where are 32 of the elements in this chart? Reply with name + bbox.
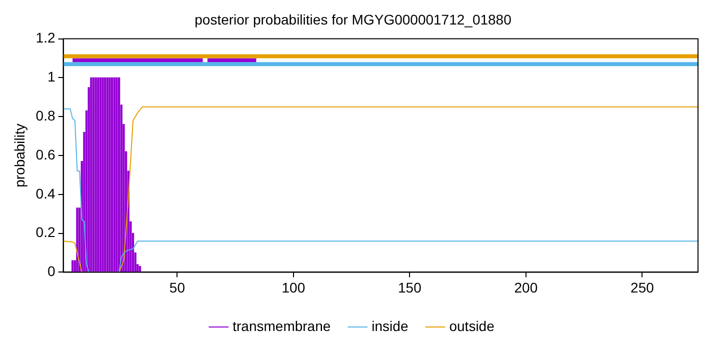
x-tick-label: 150 bbox=[398, 279, 422, 296]
bar bbox=[97, 77, 100, 272]
x-tick-label: 100 bbox=[282, 279, 306, 296]
bar bbox=[108, 77, 111, 272]
bar bbox=[116, 77, 118, 272]
legend-label: transmembrane bbox=[232, 318, 331, 334]
bar bbox=[92, 77, 95, 272]
x-tick-label: 200 bbox=[514, 279, 538, 296]
bar bbox=[76, 208, 78, 272]
bar bbox=[118, 77, 120, 272]
bar bbox=[99, 77, 102, 272]
legend-label: outside bbox=[449, 318, 495, 334]
y-tick-label: 1 bbox=[47, 68, 56, 85]
x-tick-label: 250 bbox=[630, 279, 654, 296]
bar bbox=[71, 260, 74, 272]
y-tick-label: 0.2 bbox=[36, 224, 56, 240]
bar bbox=[102, 77, 104, 272]
chart-title: posterior probabilities for MGYG000001712_01880 bbox=[194, 11, 512, 28]
legend-label: inside bbox=[372, 318, 408, 334]
bar bbox=[111, 77, 114, 272]
bar bbox=[90, 77, 92, 272]
y-tick-label: 0.8 bbox=[36, 107, 56, 124]
y-tick-label: 0 bbox=[47, 263, 56, 280]
x-tick-label: 50 bbox=[169, 279, 186, 296]
bar bbox=[94, 77, 97, 272]
y-axis-title: probability bbox=[11, 124, 28, 188]
bar bbox=[113, 77, 116, 272]
bar bbox=[106, 77, 109, 272]
y-tick-label: 0.4 bbox=[36, 185, 56, 202]
y-tick-label: 1.2 bbox=[36, 30, 56, 46]
bar bbox=[104, 77, 106, 272]
y-tick-label: 0.6 bbox=[36, 146, 56, 162]
